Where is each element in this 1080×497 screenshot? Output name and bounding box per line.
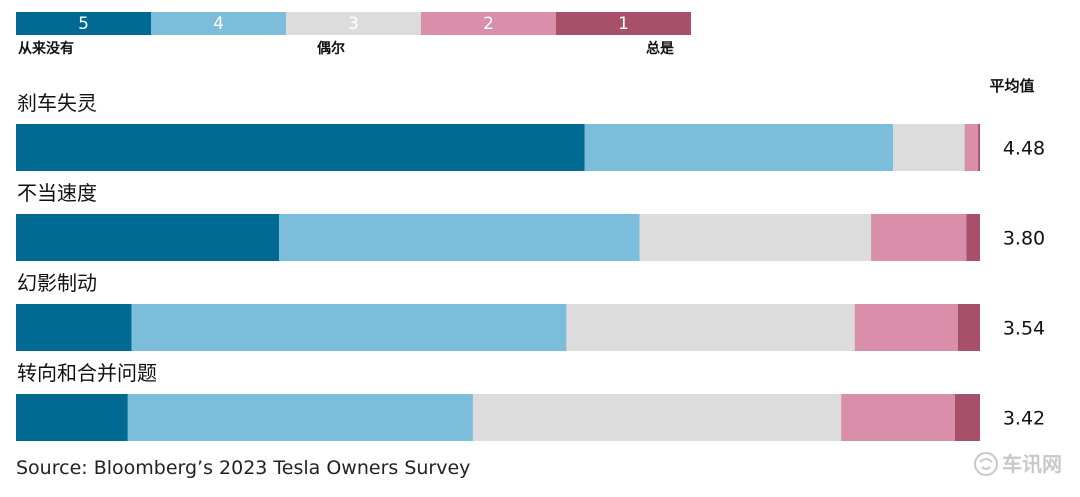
average-header: 平均值: [989, 77, 1034, 95]
legend-swatch-1: [556, 12, 691, 35]
legend-label-2: 2: [483, 14, 494, 34]
legend-caption-middle: 偶尔: [317, 40, 345, 57]
bar-segment-5: [16, 394, 128, 441]
average-value: 3.80: [1003, 228, 1045, 250]
source-note: Source: Bloomberg’s 2023 Tesla Owners Su…: [16, 457, 470, 479]
bar-segment-5: [16, 304, 132, 351]
average-value: 4.48: [1003, 138, 1045, 160]
legend-label-3: 3: [348, 14, 359, 34]
bar-segment-2: [854, 304, 958, 351]
bar-segment-1: [954, 394, 980, 441]
bar-segment-4: [584, 124, 894, 171]
legend-label-5: 5: [78, 14, 89, 34]
bar-segment-3: [472, 394, 842, 441]
watermark-logo: 车讯网: [974, 452, 1062, 476]
bar-segment-2: [871, 214, 967, 261]
category-label: 刹车失灵: [17, 91, 97, 115]
watermark-icon-mark: [979, 458, 993, 470]
category-label: 幻影制动: [17, 271, 97, 295]
bar-segment-2: [964, 124, 979, 171]
legend-swatch-5: [16, 12, 151, 35]
bar-segment-3: [893, 124, 965, 171]
legend-swatch-3: [286, 12, 421, 35]
watermark-icon: [974, 452, 998, 476]
legend-swatch-4: [151, 12, 286, 35]
legend-caption-left: 从来没有: [18, 40, 74, 57]
legend-label-1: 1: [618, 14, 629, 34]
legend-swatch-2: [421, 12, 556, 35]
bar-segment-5: [16, 124, 585, 171]
bar-segment-4: [279, 214, 640, 261]
legend-label-4: 4: [213, 14, 224, 34]
average-value: 3.54: [1003, 318, 1045, 340]
bar-segment-4: [127, 394, 473, 441]
legend-caption-right: 总是: [646, 40, 675, 57]
category-label: 不当速度: [17, 181, 97, 205]
bar-segment-3: [566, 304, 855, 351]
bar-segment-4: [131, 304, 567, 351]
bars-group: 刹车失灵 4.48 不当速度 3.80 幻影制动 3.54 转向和合并问题 3.42: [16, 91, 1045, 441]
bar-segment-1: [957, 304, 980, 351]
bar-segment-2: [841, 394, 955, 441]
bar-segment-1: [978, 124, 980, 171]
watermark-text: 车讯网: [1002, 452, 1062, 476]
legend: 5 4 3 2 1: [16, 12, 691, 35]
bar-segment-3: [639, 214, 872, 261]
bar-segment-1: [966, 214, 980, 261]
bar-segment-5: [16, 214, 280, 261]
average-value: 3.42: [1003, 408, 1045, 430]
category-label: 转向和合并问题: [17, 361, 157, 385]
